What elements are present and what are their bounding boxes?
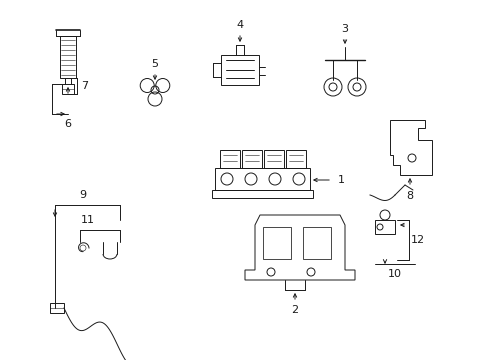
Bar — [215, 168, 309, 190]
Text: 4: 4 — [236, 20, 243, 30]
Bar — [50, 303, 64, 313]
Bar — [62, 84, 74, 94]
Text: 9: 9 — [79, 190, 86, 200]
Text: 7: 7 — [81, 81, 88, 91]
Text: 5: 5 — [151, 59, 158, 69]
Text: 11: 11 — [81, 215, 95, 225]
Bar — [263, 227, 290, 259]
Bar — [60, 36, 76, 78]
Bar — [303, 227, 330, 259]
Text: 2: 2 — [291, 305, 298, 315]
Bar — [220, 150, 240, 168]
Text: 6: 6 — [64, 119, 71, 129]
Text: 10: 10 — [387, 269, 401, 279]
Text: 8: 8 — [406, 191, 413, 201]
Text: 12: 12 — [410, 235, 424, 245]
Bar — [374, 220, 394, 234]
Text: 3: 3 — [341, 24, 348, 34]
Bar — [221, 55, 259, 85]
Text: 1: 1 — [337, 175, 345, 185]
Bar — [212, 190, 312, 198]
Bar — [285, 150, 305, 168]
Bar — [242, 150, 262, 168]
Bar — [264, 150, 284, 168]
